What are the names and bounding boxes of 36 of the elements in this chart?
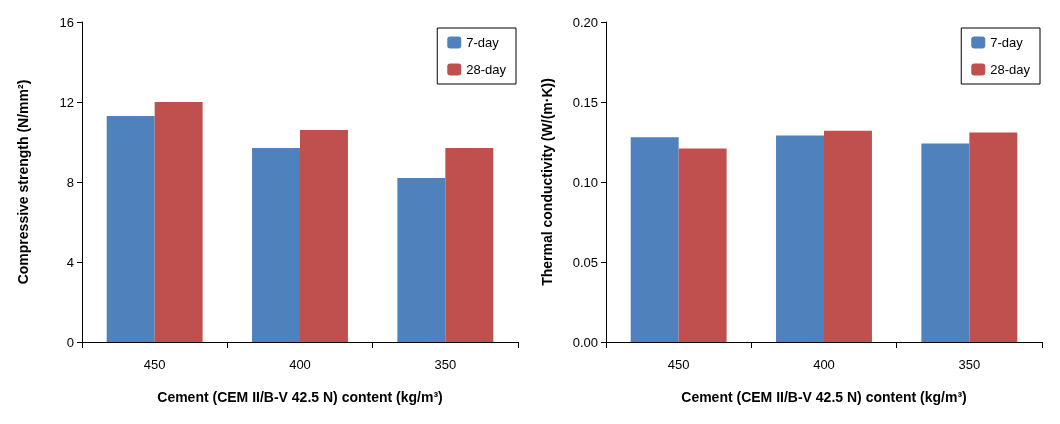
x-tick-label: 350: [434, 357, 457, 372]
y-tick-label: 0.20: [572, 14, 598, 30]
legend-label: 7-day: [466, 35, 500, 50]
bar: [776, 135, 824, 342]
legend-label: 7-day: [990, 35, 1024, 50]
y-axis-title: Compressive strength (N/mm²): [15, 79, 31, 285]
y-tick-label: 4: [66, 254, 74, 270]
y-tick-label: 12: [59, 94, 74, 110]
x-tick-label: 450: [667, 357, 690, 372]
bar: [106, 116, 155, 342]
x-tick-label: 450: [143, 357, 166, 372]
legend-label: 28-day: [466, 62, 507, 77]
bar: [921, 143, 970, 342]
bar: [678, 148, 727, 342]
x-tick-label: 400: [813, 357, 835, 372]
y-tick-label: 0.00: [572, 334, 598, 350]
bar: [300, 130, 348, 342]
y-tick-label: 8: [66, 174, 74, 190]
bar: [630, 137, 679, 342]
y-tick-label: 0.05: [572, 254, 598, 270]
bar: [445, 148, 494, 342]
x-tick-label: 400: [289, 357, 311, 372]
y-tick-label: 0.10: [572, 174, 598, 190]
y-axis-title: Thermal conductivity (W/(m·K)): [539, 78, 555, 286]
x-axis-title: Cement (CEM II/B-V 42.5 N) content (kg/m³): [157, 389, 443, 405]
bar: [154, 102, 203, 342]
y-tick-label: 16: [59, 14, 74, 30]
y-tick-label: 0.15: [572, 94, 598, 110]
bar: [969, 132, 1018, 342]
bar: [824, 130, 872, 342]
y-tick-label: 0: [66, 334, 74, 350]
x-tick-label: 350: [958, 357, 981, 372]
bar: [252, 148, 300, 342]
x-axis-title: Cement (CEM II/B-V 42.5 N) content (kg/m³): [681, 389, 967, 405]
bar: [397, 178, 446, 342]
legend-label: 28-day: [990, 62, 1031, 77]
